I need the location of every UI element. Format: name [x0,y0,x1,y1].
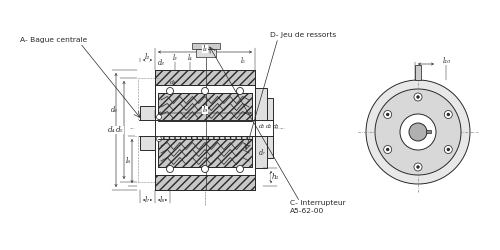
Bar [155,70,255,85]
Circle shape [400,114,436,150]
Bar [192,43,220,49]
Text: d₂: d₂ [266,124,272,128]
Bar [155,70,255,190]
Bar [158,93,252,121]
Circle shape [447,148,450,151]
Bar [140,106,155,150]
Circle shape [386,113,389,116]
Text: d₈: d₈ [158,59,165,67]
Circle shape [447,113,450,116]
Text: D- Jeu de ressorts: D- Jeu de ressorts [270,32,336,38]
Bar [158,121,252,139]
Text: d₃: d₃ [273,124,280,128]
Text: l₄: l₄ [188,54,192,62]
Circle shape [444,146,452,154]
Text: l₅: l₅ [240,57,246,65]
Bar [155,70,255,190]
Text: l₉: l₉ [202,106,207,114]
Text: d₁: d₁ [259,124,266,128]
Text: l₁: l₁ [202,45,207,53]
Circle shape [386,148,389,151]
Circle shape [202,166,208,172]
Text: l₇: l₇ [145,196,150,204]
Circle shape [202,88,208,94]
Bar [135,120,273,136]
Bar [155,175,255,190]
Text: l₂: l₂ [145,53,150,61]
Text: l₁₀: l₁₀ [443,57,451,65]
Text: d₉: d₉ [170,80,176,84]
Circle shape [366,80,470,184]
Bar [426,130,431,133]
Circle shape [444,110,452,118]
Text: d₇: d₇ [259,149,266,157]
Circle shape [414,163,422,171]
Circle shape [156,136,162,141]
Circle shape [384,110,392,118]
Circle shape [414,93,422,101]
Circle shape [236,166,244,172]
Text: l₆: l₆ [126,157,130,165]
Circle shape [166,166,173,172]
Circle shape [375,89,461,175]
Bar [158,139,252,167]
Text: d₄: d₄ [108,126,116,134]
Text: h₁: h₁ [271,173,279,181]
Text: d₅: d₅ [116,126,124,134]
Text: l₈: l₈ [160,196,165,204]
Text: d₆: d₆ [111,106,118,114]
Circle shape [384,146,392,154]
Circle shape [409,123,427,141]
Text: A- Bague centrale: A- Bague centrale [20,37,87,43]
Circle shape [156,114,162,119]
Bar [415,65,421,80]
Bar [196,49,216,57]
Bar [255,88,267,168]
Bar [267,98,273,158]
Text: C- Interrupteur
A5-62-00: C- Interrupteur A5-62-00 [290,200,346,214]
Circle shape [236,88,244,94]
Circle shape [417,96,419,98]
Circle shape [166,88,173,94]
Text: l₃: l₃ [172,54,178,62]
Circle shape [417,166,419,168]
Bar [155,70,255,190]
